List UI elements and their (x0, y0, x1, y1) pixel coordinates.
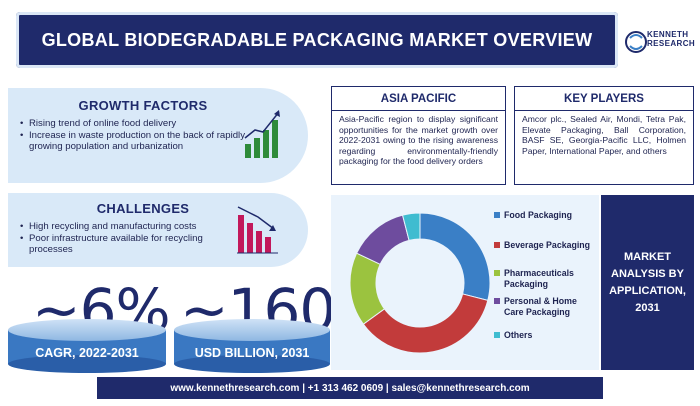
donut-chart (349, 212, 491, 354)
list-item: Increase in waste production on the back… (20, 130, 245, 153)
legend-label: Food Packaging (504, 210, 572, 220)
donut-slice-1 (362, 293, 489, 354)
challenges-list: High recycling and manufacturing costs P… (20, 221, 245, 256)
contact-footer: www.kennethresearch.com | +1 313 462 060… (97, 377, 603, 399)
market-analysis-panel: MARKET ANALYSIS BY APPLICATION, 2031 (601, 195, 694, 370)
market-size-label: USD BILLION, 2031 (194, 346, 310, 360)
donut-slice-3 (355, 214, 410, 265)
kenneth-research-logo (625, 31, 647, 53)
donut-slice-0 (419, 212, 491, 302)
list-item: High recycling and manufacturing costs (20, 221, 245, 233)
growth-factors-heading: GROWTH FACTORS (78, 98, 208, 113)
growth-factors-panel: GROWTH FACTORS Rising trend of online fo… (8, 88, 308, 183)
legend-swatch (494, 332, 500, 338)
donut-slice-4 (401, 212, 421, 241)
market-size-pedestal (174, 319, 330, 373)
asia-pacific-heading: ASIA PACIFIC (332, 87, 505, 111)
page-title: GLOBAL BIODEGRADABLE PACKAGING MARKET OV… (16, 12, 618, 68)
legend-label: Beverage Packaging (504, 240, 591, 250)
key-players-box: KEY PLAYERS Amcor plc., Sealed Air, Mond… (514, 86, 694, 185)
legend-label: Personal & Home Care Packaging (504, 296, 577, 317)
cagr-pedestal (8, 319, 166, 373)
legend-swatch (494, 212, 500, 218)
list-item: Poor infrastructure available for recycl… (20, 233, 245, 256)
growth-chart-icon (244, 110, 280, 158)
challenges-heading: CHALLENGES (96, 201, 190, 216)
challenges-panel: CHALLENGES High recycling and manufactur… (8, 193, 308, 267)
key-players-text: Amcor plc., Sealed Air, Mondi, Tetra Pak… (522, 114, 686, 156)
decline-chart-icon (237, 206, 278, 254)
chart-area (331, 195, 599, 370)
key-players-heading: KEY PLAYERS (515, 87, 693, 111)
legend-label: Pharmaceuticals Packaging (504, 268, 574, 289)
legend-swatch (494, 242, 500, 248)
growth-factors-list: Rising trend of online food delivery Inc… (20, 118, 245, 153)
cagr-label: CAGR, 2022-2031 (35, 346, 139, 360)
logo-text: KENNETH RESEARCH (647, 30, 696, 48)
legend-label: Others (504, 330, 533, 340)
legend-swatch (494, 270, 500, 276)
asia-pacific-text: Asia-Pacific region to display significa… (339, 114, 498, 167)
legend-swatch (494, 298, 500, 304)
asia-pacific-box: ASIA PACIFIC Asia-Pacific region to disp… (331, 86, 506, 185)
list-item: Rising trend of online food delivery (20, 118, 245, 130)
